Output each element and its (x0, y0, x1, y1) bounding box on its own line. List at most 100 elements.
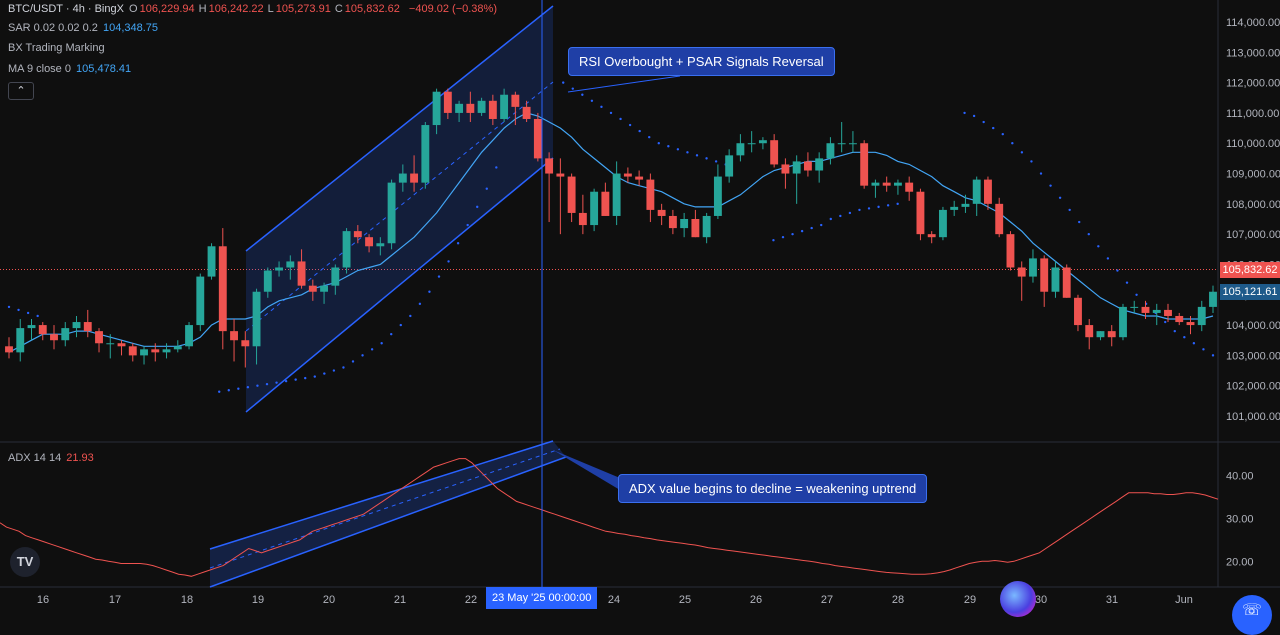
adx-legend[interactable]: ADX 14 14 21.93 (8, 452, 96, 464)
candle-body (972, 179, 981, 204)
trend-channel-fill (246, 6, 553, 412)
candle-body (747, 143, 756, 145)
candle-body (488, 100, 497, 119)
channel-upper-line (245, 5, 554, 252)
candle-body (95, 331, 103, 344)
psar-dot (218, 390, 221, 393)
candle-body (320, 285, 329, 292)
price-tick-label: 108,000.00 (1226, 199, 1280, 211)
candle-body (263, 270, 272, 292)
candle-body (680, 219, 689, 229)
price-tick-label: 110,000.00 (1226, 138, 1280, 150)
psar-dot (705, 157, 708, 160)
psar-dot (409, 314, 412, 318)
psar-dot (323, 372, 326, 375)
candle-body (443, 91, 452, 113)
candle-body (151, 349, 160, 353)
psar-dot (619, 117, 622, 121)
ohlc-o: O 106,229.94 (129, 3, 195, 15)
psar-dot (390, 332, 393, 336)
sar-legend[interactable]: SAR 0.02 0.02 0.2 104,348.75 (8, 22, 160, 34)
candle-body (736, 143, 745, 156)
psar-dot (858, 208, 861, 212)
callout-rsi-psar[interactable]: RSI Overbought + PSAR Signals Reversal (568, 47, 835, 76)
ma-legend[interactable]: MA 9 close 0 105,478.41 (8, 63, 133, 75)
psar-dot (896, 202, 899, 206)
candle-body (1152, 309, 1161, 313)
psar-dot (609, 111, 613, 115)
bx-legend[interactable]: BX Trading Marking (8, 42, 107, 54)
candle-body (646, 179, 655, 210)
candle-body (927, 234, 936, 238)
psar-dot (562, 81, 565, 84)
psar-dot (294, 378, 297, 381)
candle-body (1017, 267, 1026, 277)
candle-body (848, 143, 857, 145)
callout-pointer-bottom (553, 450, 620, 490)
psar-dot (839, 214, 842, 218)
adx-channel-mid (209, 448, 561, 569)
price-change: −409.02 (−0.38%) (408, 3, 497, 15)
candle-body (826, 143, 835, 159)
candle-body (995, 203, 1004, 235)
candle-body (27, 325, 36, 329)
candle-body (376, 243, 385, 247)
psar-dot (265, 382, 269, 386)
candle-body (331, 267, 340, 286)
symbol-legend: BTC/USDT · 4h · BingX O 106,229.94 H 106,24… (8, 3, 499, 15)
psar-dot (1135, 293, 1138, 296)
candle-body (398, 173, 407, 183)
candle-body (387, 182, 396, 244)
candle-body (601, 191, 610, 216)
candle-body (1107, 331, 1116, 338)
psar-dot (1078, 220, 1081, 224)
candle-body (5, 346, 13, 353)
candle-body (1006, 234, 1015, 268)
chevron-up-icon: ⌃ (16, 85, 26, 97)
candle-body (83, 322, 92, 332)
adx-tick-label: 30.00 (1226, 514, 1254, 526)
psar-dot (667, 145, 670, 148)
ma-price-tag: 105,121.61 (1220, 284, 1280, 300)
assistant-orb-icon[interactable] (1000, 581, 1036, 617)
psar-dot (1039, 172, 1043, 175)
psar-dot (877, 205, 880, 209)
chart-canvas[interactable]: 114,000.00 113,000.00 112,000.00 111,000.00… (0, 0, 1280, 618)
tradingview-logo[interactable]: TV (10, 547, 40, 577)
candle-body (882, 182, 891, 186)
help-button[interactable]: ☏ (1232, 595, 1272, 635)
adx-value: 21.93 (66, 452, 94, 464)
candle-body (725, 155, 734, 177)
candle-body (1209, 291, 1217, 307)
candle-body (905, 182, 914, 192)
time-tick-label: 20 (323, 594, 335, 606)
psar-dot (1001, 132, 1004, 136)
time-tick-label: 18 (181, 594, 193, 606)
candle-body (218, 246, 227, 332)
time-tick-label: 28 (892, 594, 904, 606)
psar-dot (963, 111, 966, 115)
callout-adx[interactable]: ADX value begins to decline = weakening … (618, 474, 928, 503)
candle-body (556, 173, 565, 177)
candle-body (1062, 267, 1071, 298)
last-price-tag: 105,832.62 (1220, 262, 1280, 278)
psar-dot (36, 314, 39, 318)
candle-body (196, 276, 205, 326)
time-tick-label: 27 (821, 594, 833, 606)
candle-body (984, 179, 992, 204)
candle-body (522, 106, 531, 119)
psar-dot (313, 375, 316, 378)
time-tick-label: 30 (1035, 594, 1047, 606)
psar-dot (820, 223, 823, 227)
psar-dot (1125, 281, 1129, 284)
candle-body (837, 143, 846, 145)
candle-body (815, 158, 824, 171)
collapse-legend-button[interactable]: ⌃ (8, 82, 34, 100)
psar-dot (332, 369, 336, 372)
sar-value: 104,348.75 (102, 22, 159, 34)
psar-dot (791, 232, 794, 236)
psar-dot (466, 223, 469, 227)
psar-dot (1020, 151, 1024, 154)
ohlc-l: L 105,273.91 (267, 3, 331, 15)
psar-dot (886, 204, 890, 207)
